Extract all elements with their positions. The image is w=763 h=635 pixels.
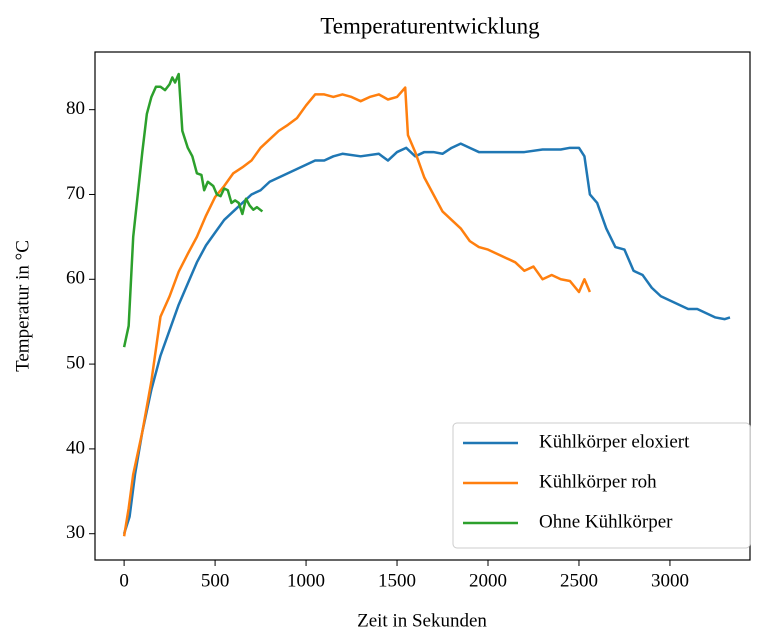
data-line (122, 142, 731, 535)
y-axis-label: Temperatur in °C (12, 240, 33, 372)
y-tick-label: 30 (66, 522, 85, 543)
x-tick-label: 0 (119, 570, 129, 591)
x-tick-label: 1500 (378, 570, 416, 591)
legend-label: Ohne Kühlkörper (539, 511, 673, 532)
plot-frame (94, 51, 751, 561)
chart-title: Temperaturentwicklung (320, 13, 540, 38)
x-tick-label: 2500 (560, 570, 598, 591)
y-tick-label: 40 (66, 437, 85, 458)
x-axis-label: Zeit in Sekunden (357, 610, 487, 631)
y-tick-label: 80 (66, 98, 85, 119)
x-tick-label: 3000 (651, 570, 689, 591)
data-line (122, 72, 264, 348)
data-line (122, 86, 592, 537)
x-tick-label: 500 (201, 570, 230, 591)
legend-box (452, 422, 751, 549)
y-tick-label: 50 (66, 352, 85, 373)
legend-label: Kühlkörper eloxiert (539, 431, 690, 452)
x-tick-label: 2000 (469, 570, 507, 591)
y-tick-label: 70 (66, 183, 85, 204)
legend-label: Kühlkörper roh (539, 471, 657, 492)
y-tick-label: 60 (66, 268, 85, 289)
x-tick-label: 1000 (287, 570, 325, 591)
